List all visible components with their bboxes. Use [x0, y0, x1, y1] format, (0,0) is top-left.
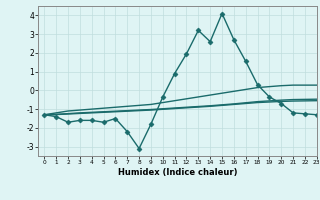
X-axis label: Humidex (Indice chaleur): Humidex (Indice chaleur) — [118, 168, 237, 177]
